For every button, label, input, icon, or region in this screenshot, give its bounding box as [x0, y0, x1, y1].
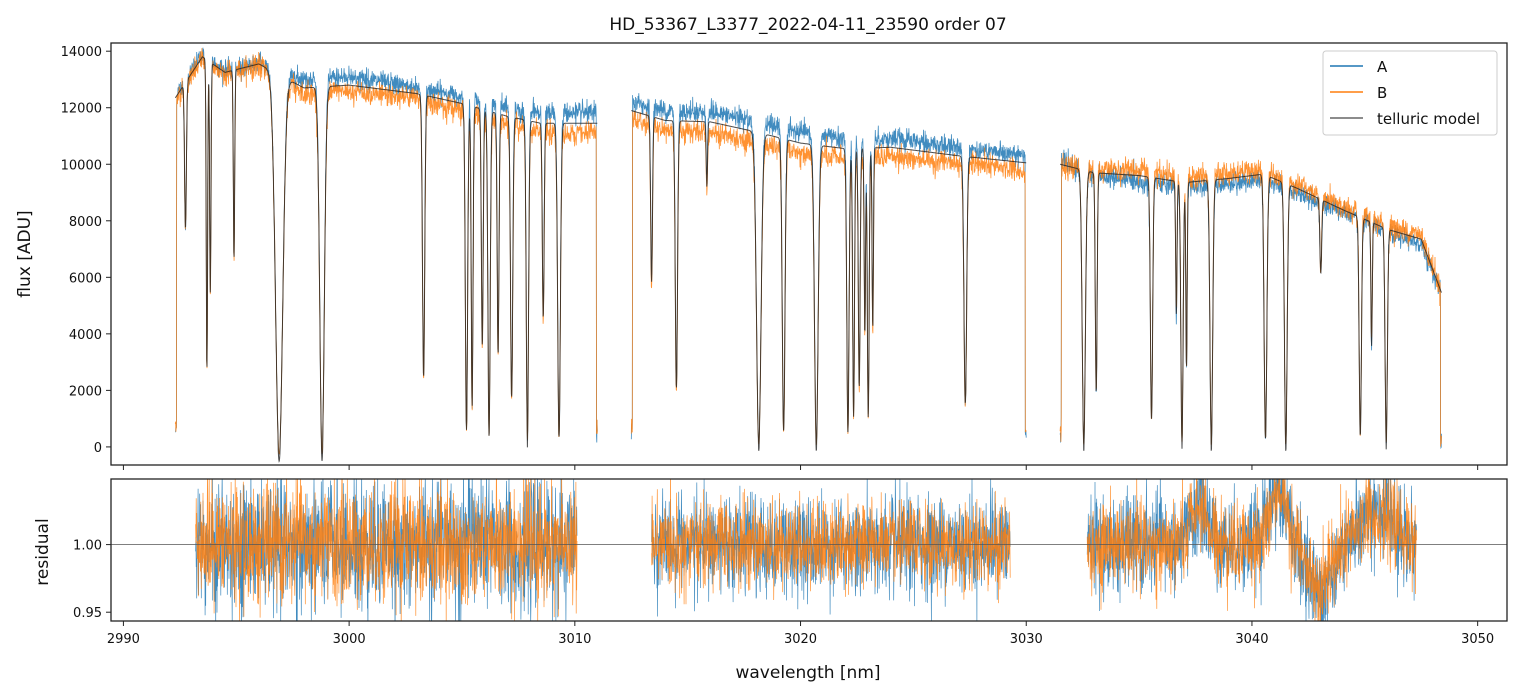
series-a-line-seg2 — [630, 93, 1027, 444]
x-tick-label: 2990 — [107, 632, 140, 647]
spectrum-axes-frame — [110, 42, 1508, 466]
spectrum-plot-area — [174, 47, 1442, 463]
y-tick-label-flux: 4000 — [69, 328, 102, 343]
legend: A B telluric model — [1322, 50, 1498, 136]
y-tick-label-flux: 2000 — [69, 384, 102, 399]
y-tick-label-residual: 0.95 — [73, 606, 102, 621]
y-tick-label-residual: 1.00 — [73, 539, 102, 554]
residual-axes-frame — [110, 478, 1508, 622]
telluric-model-line-seg1 — [174, 56, 598, 463]
residual-b-line-seg2 — [651, 479, 1011, 605]
x-tick-label: 3010 — [558, 632, 591, 647]
y-tick-label-flux: 8000 — [69, 215, 102, 230]
x-tick-label: 3030 — [1010, 632, 1043, 647]
y-axis-label-residual: residual — [33, 518, 53, 585]
residual-b-line-seg3 — [1086, 479, 1417, 621]
residual-plot-area — [111, 479, 1507, 621]
series-b-line-seg2 — [630, 110, 1027, 445]
y-axis-label-flux: flux [ADU] — [15, 210, 35, 297]
residual-b-line-seg1 — [195, 479, 578, 621]
x-tick-label: 3050 — [1461, 632, 1494, 647]
x-tick-label: 3040 — [1235, 632, 1268, 647]
chart-title: HD_53367_L3377_2022-04-11_23590 order 07 — [609, 15, 1006, 35]
y-tick-label-flux: 6000 — [69, 271, 102, 286]
series-b-line-seg3 — [1059, 152, 1442, 447]
series-a-line-seg1 — [174, 47, 598, 455]
y-tick-label-flux: 14000 — [61, 45, 102, 60]
y-tick-label-flux: 12000 — [61, 102, 102, 117]
x-tick-label: 3020 — [784, 632, 817, 647]
y-tick-label-flux: 10000 — [61, 158, 102, 173]
legend-label-b: B — [1377, 84, 1387, 102]
x-tick-label: 3000 — [333, 632, 366, 647]
telluric-model-line-seg3 — [1060, 163, 1442, 451]
legend-label-a: A — [1377, 58, 1388, 76]
x-axis-label: wavelength [nm] — [735, 663, 880, 683]
legend-label-model: telluric model — [1377, 110, 1480, 128]
y-tick-label-flux: 0 — [94, 441, 102, 456]
telluric-model-line-seg2 — [631, 110, 1027, 451]
